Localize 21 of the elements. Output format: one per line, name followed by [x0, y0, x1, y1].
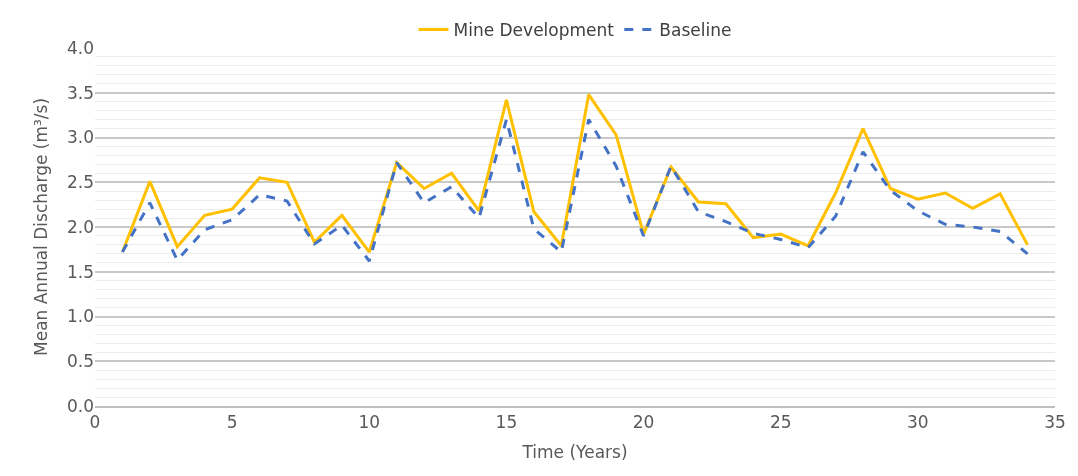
x-tick-label: 35: [1044, 412, 1066, 433]
x-tick-label: 20: [632, 412, 655, 433]
y-tick-label: 1.5: [66, 261, 94, 282]
y-tick-label: 3.5: [66, 82, 94, 103]
y-tick-label: 3.0: [66, 127, 94, 148]
line-series: [120, 93, 1030, 254]
x-tick-label: 25: [769, 412, 792, 433]
y-tick-label: 2.0: [66, 216, 94, 237]
x-tick-label: 30: [907, 412, 929, 433]
y-tick-label: 4.0: [66, 37, 94, 58]
y-axis-title: Mean Annual Discharge (m³/s): [30, 98, 51, 356]
legend-label: Mine Development: [453, 20, 615, 41]
x-tick-label: 5: [226, 412, 238, 433]
x-tick-label: 10: [358, 412, 381, 433]
line-series: [120, 118, 1030, 263]
y-tick-label: 2.5: [66, 172, 94, 193]
legend-label: Baseline: [659, 20, 732, 41]
x-tick-label: 15: [495, 412, 518, 433]
y-tick-label: 1.0: [66, 306, 94, 327]
x-axis-title: Time (Years): [521, 442, 628, 463]
y-tick-label: 0.5: [66, 351, 94, 372]
